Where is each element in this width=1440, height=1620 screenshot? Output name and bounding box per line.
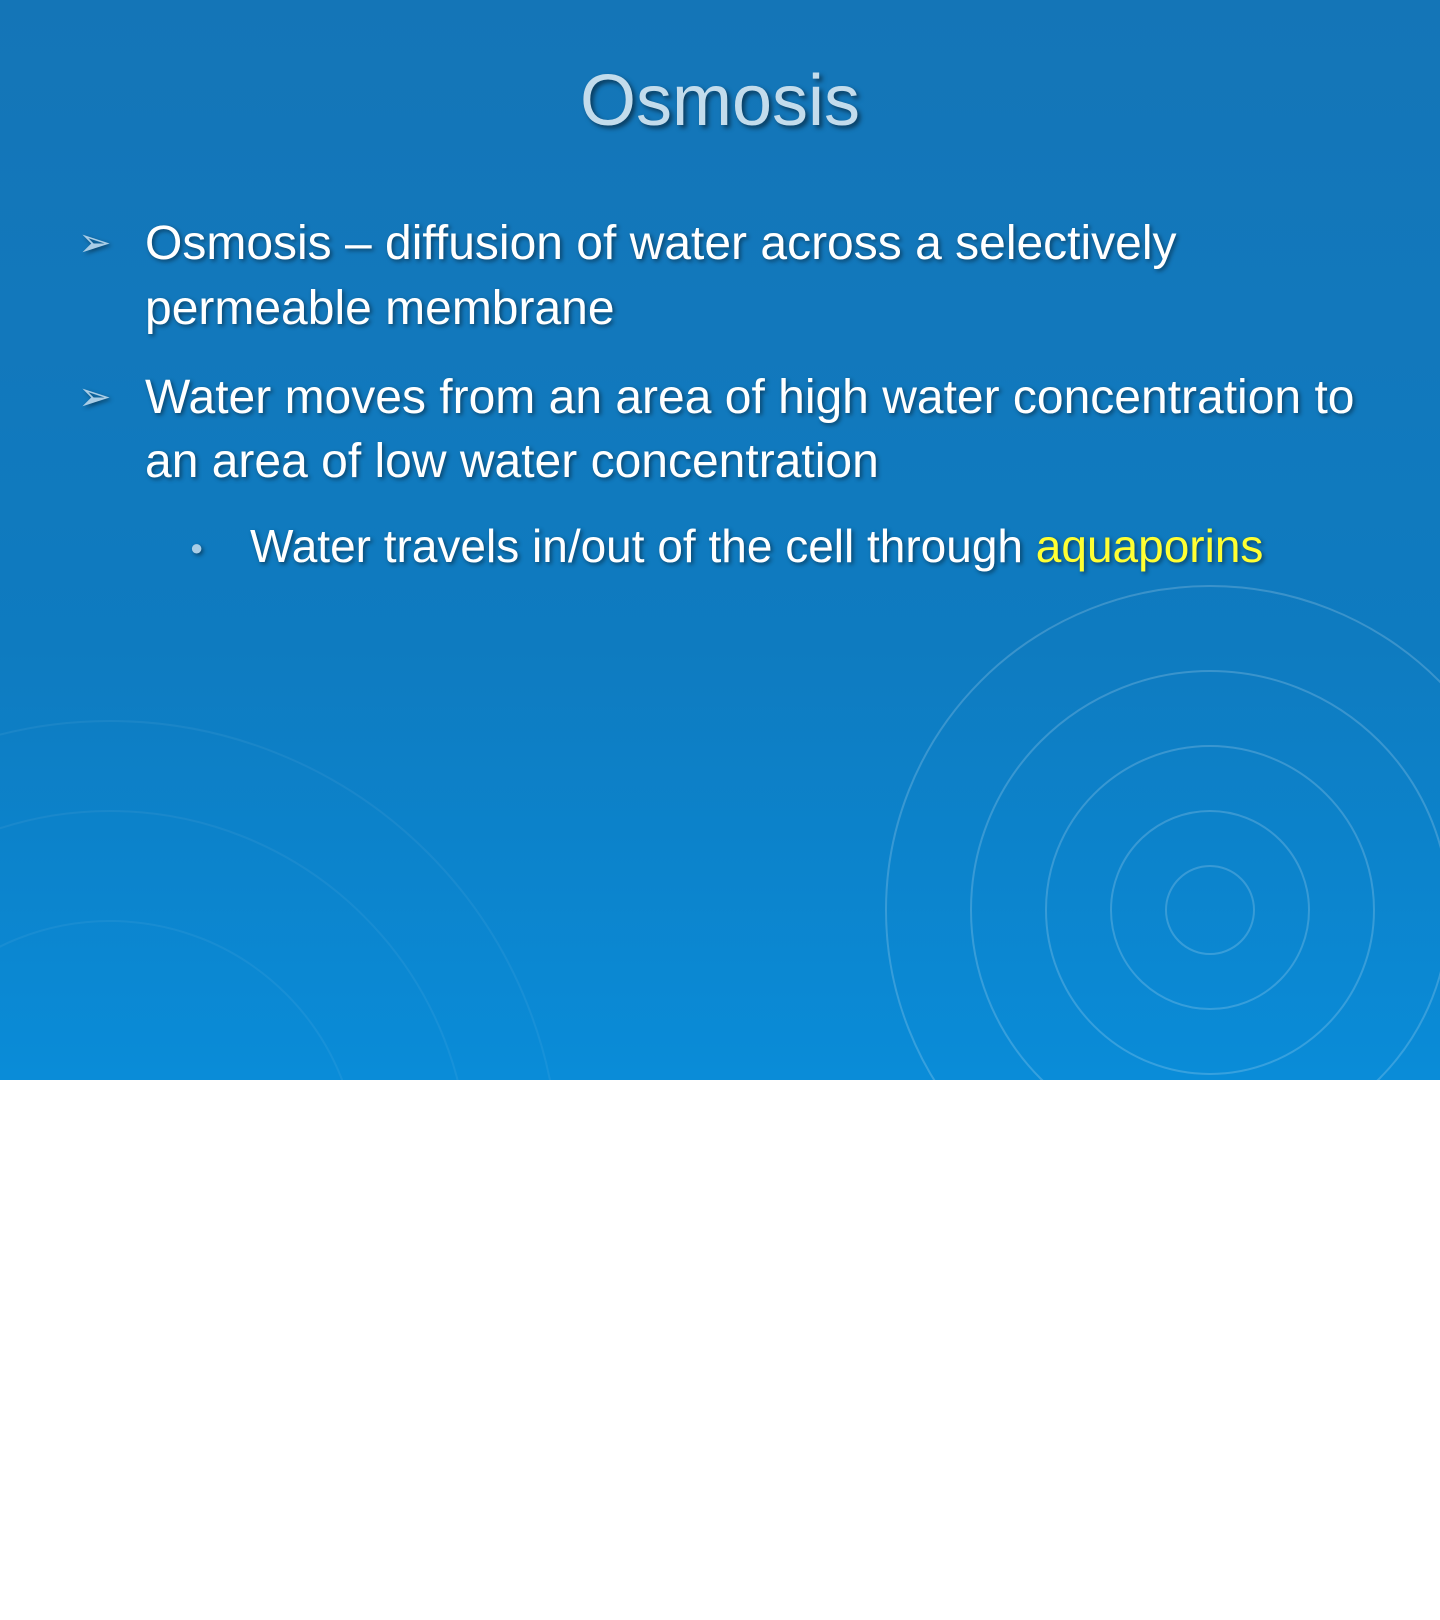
decorative-ripples-bottom-right [860,560,1440,1260]
slide-title: Osmosis [70,60,1370,142]
bullet-item: Water moves from an area of high water c… [70,366,1370,578]
bullet-text: Water moves from an area of high water c… [145,371,1354,489]
slide-content: Osmosis – diffusion of water across a se… [70,212,1370,577]
sub-bullet-highlight: aquaporins [1036,520,1264,572]
main-bullet-list: Osmosis – diffusion of water across a se… [70,212,1370,577]
sub-bullet-item: Water travels in/out of the cell through… [145,515,1370,577]
sub-bullet-prefix: Water travels in/out of the cell through [250,520,1036,572]
sub-bullet-list: Water travels in/out of the cell through… [145,515,1370,577]
decorative-ripples-bottom-left [0,720,560,1620]
bullet-item: Osmosis – diffusion of water across a se… [70,212,1370,342]
slide: Osmosis Osmosis – diffusion of water acr… [0,0,1440,1080]
